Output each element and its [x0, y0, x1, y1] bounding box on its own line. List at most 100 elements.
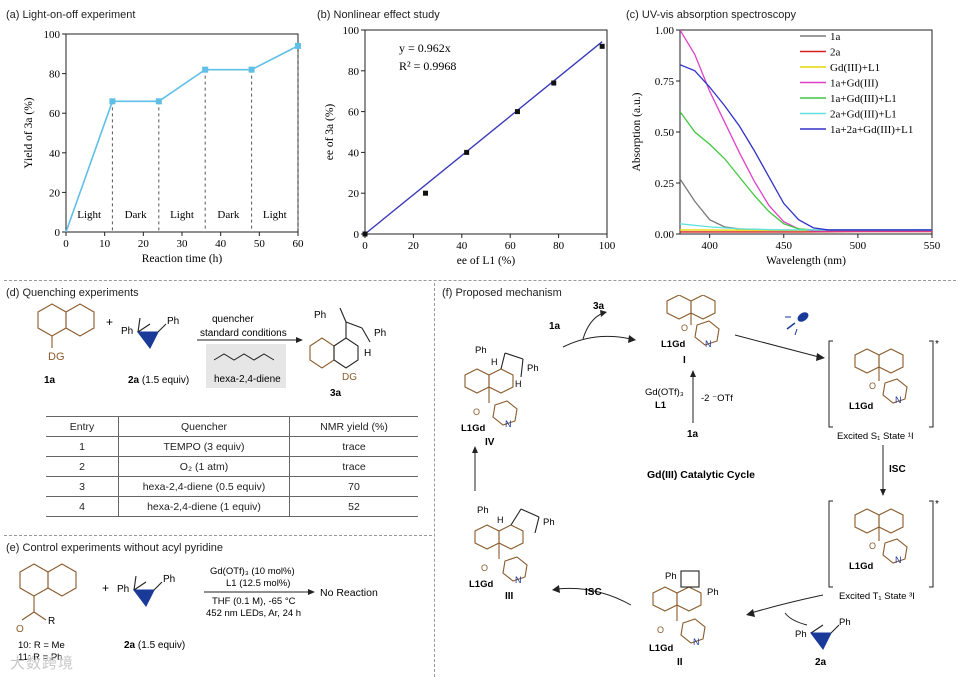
t1-state-label: Excited T₁ State ³I [839, 591, 915, 602]
data-point [155, 98, 162, 105]
region-label: Light [170, 209, 194, 221]
x-axis-label: Reaction time (h) [142, 253, 223, 265]
legend-label: 1a+2a+Gd(III)+L1 [830, 124, 913, 136]
diene-label: hexa-2,4-diene [214, 374, 281, 385]
x-tick-label: 10 [99, 238, 111, 250]
product-3a-label: 3a [330, 388, 342, 399]
gd-reagent: Gd(OTf)₃ [645, 387, 684, 398]
no-reaction-label: No Reaction [320, 587, 378, 599]
n-label: N [693, 637, 700, 647]
y-tick-label: 80 [348, 66, 360, 78]
table-cell: TEMPO (3 equiv) [118, 436, 290, 457]
product-ph-right: Ph [374, 328, 386, 339]
table-row: 1 TEMPO (3 equiv) trace [46, 436, 418, 457]
naphthalene-1a-structure [37, 303, 95, 348]
table-header-cell: NMR yield (%) [289, 416, 418, 437]
table-row: 2 O₂ (1 atm) trace [46, 456, 418, 477]
gd-fragment-ii: L1Gd [649, 643, 673, 654]
ph-label: Ph [665, 571, 677, 582]
plus-sign: + [106, 315, 113, 329]
panel-c-title: (c) UV-vis absorption spectroscopy [626, 9, 796, 21]
legend-label: 1a+Gd(III) [830, 78, 879, 90]
x-tick-label: 40 [456, 240, 468, 252]
chart-c: 400 450 500 550 0.00 0.25 0.50 0.75 1.00 Waveleng… [631, 25, 941, 267]
mechanism-scheme: Gd(III) Catalytic Cycle 3a 1a O L1Gd N I… [461, 295, 939, 668]
svg-text:*: * [935, 339, 939, 350]
fit-line [364, 41, 603, 235]
gd-fragment-iv: L1Gd [461, 423, 485, 434]
y-tick-label: 60 [49, 108, 61, 120]
bicyclobutane-2a-structure [132, 575, 163, 608]
isc-bottom-label: ISC [585, 587, 602, 598]
table-cell: hexa-2,4-diene (0.5 equiv) [118, 476, 290, 497]
label-1a-top: 1a [549, 321, 561, 332]
ph-label-right: Ph [163, 574, 175, 585]
intermediate-i-structure [666, 295, 720, 346]
intermediate-iv-label: IV [485, 437, 495, 448]
gd-fragment-t1: L1Gd [849, 561, 873, 572]
condition-1: Gd(OTf)₃ (10 mol%) [210, 566, 295, 577]
legend-label: 1a+Gd(III)+L1 [830, 93, 897, 105]
o-label: O [681, 323, 688, 333]
x-tick-label: 30 [177, 238, 189, 250]
x-tick-label: 0 [362, 240, 368, 252]
table-cell: 3 [46, 476, 119, 497]
region-label: Light [77, 209, 101, 221]
diene-box [206, 344, 286, 388]
control-scheme: O R 10: R = Me 11: R = Ph + Ph Ph 2a (1.… [16, 563, 378, 663]
region-label: Light [263, 209, 287, 221]
otf-loss: -2 ⁻OTf [701, 393, 733, 404]
panel-d-title: (d) Quenching experiments [6, 287, 139, 299]
table-header-cell: Quencher [118, 416, 290, 437]
y-tick-label: 60 [348, 107, 360, 119]
watermark: 大数跨境 [10, 655, 75, 672]
ph-label: Ph [839, 617, 851, 628]
cycle-label: Gd(III) Catalytic Cycle [647, 469, 755, 481]
table-row: 4 hexa-2,4-diene (1 equiv) 52 [46, 496, 418, 517]
table-cell: 4 [46, 496, 119, 517]
t1-structure [854, 508, 908, 564]
x-tick-label: 550 [924, 240, 941, 252]
data-point [464, 149, 470, 155]
gd-fragment-s1: L1Gd [849, 401, 873, 412]
naphthyl-ketone-structure [19, 563, 77, 621]
arrow-top-label: quencher [212, 314, 254, 325]
r-label: R [48, 616, 55, 627]
s1-state-label: Excited S₁ State ¹I [837, 431, 914, 442]
x-axis-label: Wavelength (nm) [766, 255, 846, 267]
ph-label-left: Ph [121, 326, 133, 337]
x-tick-label: 450 [776, 240, 793, 252]
plus-sign: + [102, 581, 109, 595]
n-label: N [895, 555, 902, 565]
bicyclobutane-2a-structure [136, 317, 167, 350]
ph-label: Ph [707, 587, 719, 598]
intermediate-ii-structure [652, 570, 706, 644]
y-tick-label: 80 [49, 69, 61, 81]
y-axis-label: Yield of 3a (%) [23, 97, 35, 168]
y-axis-label: Absorption (a.u.) [631, 92, 643, 171]
quenching-table: Entry Quencher NMR yield (%) 1 TEMPO (3 … [46, 416, 418, 517]
ph-label: Ph [527, 363, 539, 374]
x-tick-label: 40 [215, 238, 227, 250]
o-label: O [16, 624, 24, 635]
condition-2: L1 (12.5 mol%) [226, 578, 290, 589]
y-tick-label: 100 [44, 29, 61, 41]
reactant-2a-label: 2a (1.5 equiv) [128, 375, 189, 386]
divider-horizontal-left [4, 535, 432, 536]
y-tick-label: 20 [348, 188, 360, 200]
table-header-cell: Entry [46, 416, 119, 437]
y-tick-label: 40 [348, 147, 360, 159]
table-cell: 52 [289, 496, 418, 517]
ph-label-right: Ph [167, 316, 179, 327]
o-label: O [481, 563, 488, 573]
y-tick-label: 100 [343, 25, 360, 37]
table-header-row: Entry Quencher NMR yield (%) [46, 416, 418, 437]
y-tick-label: 0 [55, 227, 61, 239]
ph-label-left: Ph [117, 584, 129, 595]
panel-b-title: (b) Nonlinear effect study [317, 9, 440, 21]
data-point [362, 231, 368, 237]
n-label: N [705, 339, 712, 349]
data-point [202, 66, 209, 73]
legend-label: Gd(III)+L1 [830, 62, 880, 74]
panel-f-title: (f) Proposed mechanism [442, 287, 562, 299]
